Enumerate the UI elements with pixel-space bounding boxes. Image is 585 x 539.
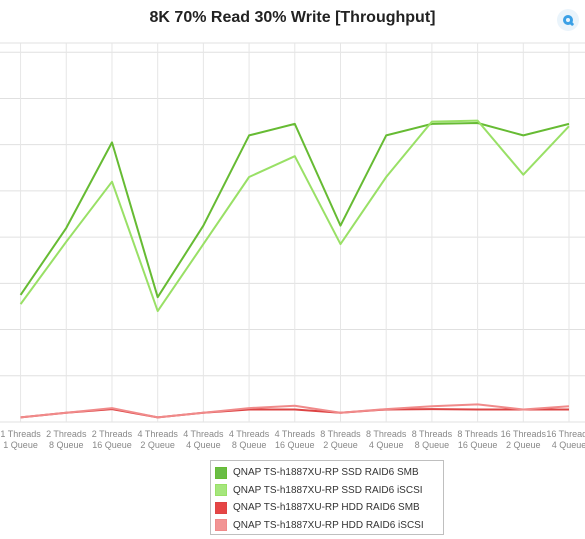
legend-label: QNAP TS-h1887XU-RP SSD RAID6 iSCSI [233,484,423,496]
gridlines [0,42,585,423]
legend-label: QNAP TS-h1887XU-RP HDD RAID6 SMB [233,502,420,514]
legend-label: QNAP TS-h1887XU-RP SSD RAID6 SMB [233,467,419,479]
x-tick-label: 16 Threads 2 Queue [501,429,547,450]
x-tick-label: 4 Threads 4 Queue [183,429,224,450]
legend-swatch [215,466,227,479]
legend-swatch [215,519,227,532]
x-tick-label: 4 Threads 16 Queue [275,429,316,450]
legend-item[interactable]: QNAP TS-h1887XU-RP SSD RAID6 iSCSI [215,482,443,500]
x-tick-label: 1 Threads 1 Queue [0,429,41,450]
chart-title: 8K 70% Read 30% Write [Throughput] [149,9,436,26]
legend-item[interactable]: QNAP TS-h1887XU-RP SSD RAID6 SMB [215,464,443,482]
x-tick-label: 8 Threads 4 Queue [366,429,407,450]
legend-item[interactable]: QNAP TS-h1887XU-RP HDD RAID6 SMB [215,499,443,517]
legend-swatch [215,501,227,514]
x-tick-label: 8 Threads 16 Queue [457,429,498,450]
series-line-4 [20,403,570,419]
legend-item[interactable]: QNAP TS-h1887XU-RP HDD RAID6 iSCSI [215,517,443,535]
x-tick-label: 4 Threads 2 Queue [137,429,178,450]
legend: QNAP TS-h1887XU-RP SSD RAID6 SMB QNAP TS-… [210,460,444,535]
series-lines [19,119,570,419]
series-line-2 [19,119,570,313]
legend-swatch [215,484,227,497]
x-tick-label: 8 Threads 2 Queue [320,429,361,450]
x-tick-label: 2 Threads 8 Queue [46,429,87,450]
x-tick-label: 8 Threads 8 Queue [412,429,453,450]
x-tick-label: 2 Threads 16 Queue [92,429,133,450]
legend-label: QNAP TS-h1887XU-RP HDD RAID6 iSCSI [233,519,424,531]
series-line-1 [19,122,570,299]
x-tick-label: 4 Threads 8 Queue [229,429,270,450]
chart-logo-icon [557,9,579,31]
